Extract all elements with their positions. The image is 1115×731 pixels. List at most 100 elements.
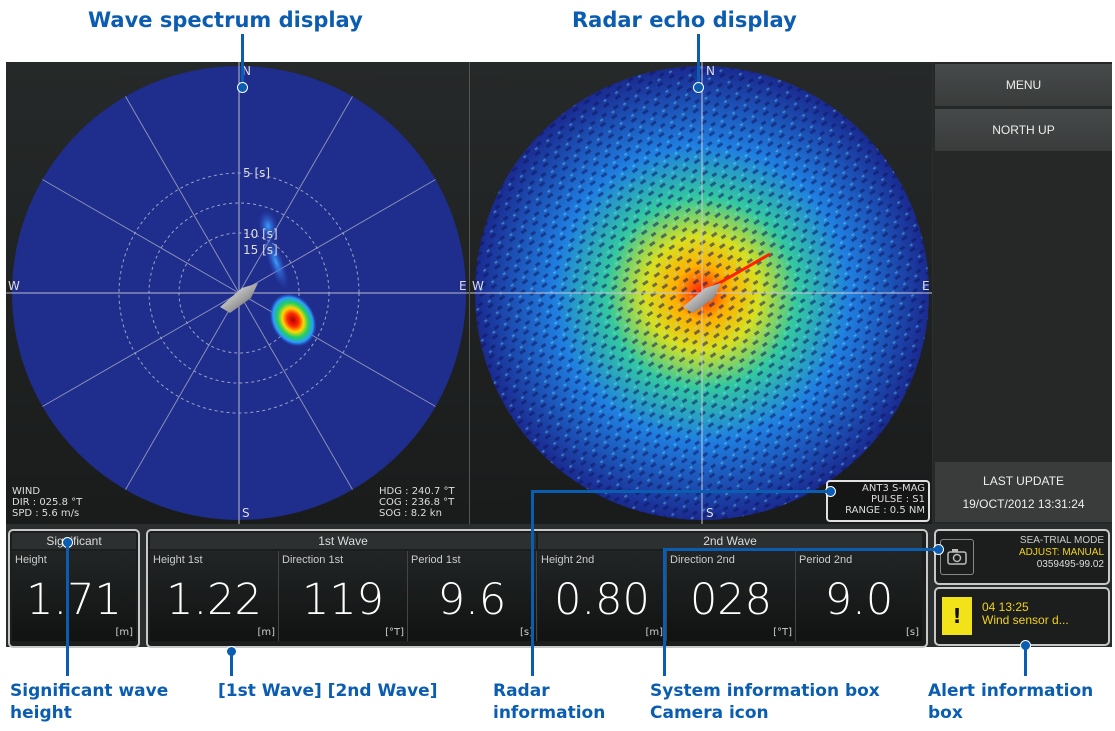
wave-spoke-line (42, 292, 240, 407)
callout-line-wave (241, 34, 244, 86)
wave-spoke-line (238, 96, 353, 294)
wave-spoke-line (238, 179, 436, 294)
wave1-height-cell[interactable]: Height 1st 1.22 [m] (150, 551, 279, 641)
radar-ship-icon (683, 283, 721, 313)
radar-info-box: ANT3 S-MAG PULSE : S1 RANGE : 0.5 NM (826, 480, 930, 522)
significant-height-cell[interactable]: Height 1.71 [m] (12, 551, 136, 641)
last-update-value: 19/OCT/2012 13:31:24 (962, 497, 1085, 511)
radar-info-callout: Radar information (493, 681, 606, 723)
wave-west-label: W (8, 279, 20, 293)
callout-line-system-v (663, 548, 666, 676)
wave1-direction-label: Direction 1st (282, 554, 344, 566)
system-adjust: ADJUST: MANUAL (1018, 547, 1104, 558)
wave-spectrum-callout: Wave spectrum display (88, 8, 363, 32)
alert-message: Wind sensor d... (982, 613, 1069, 627)
significant-height-unit: [m] (115, 627, 133, 638)
side-panel: MENU NORTH UP LAST UPDATE 19/OCT/2012 13… (933, 62, 1112, 524)
wave-energy-peak (269, 293, 317, 347)
cog-value: COG : 236.8 °T (379, 497, 455, 508)
radar-west-label: W (472, 279, 484, 293)
wave1-direction-cell[interactable]: Direction 1st 119 [°T] (279, 551, 408, 641)
radar-echo-callout: Radar echo display (572, 8, 797, 32)
camera-icon[interactable] (940, 539, 974, 575)
wave1-period-unit: [s] (519, 627, 533, 638)
last-update-label: LAST UPDATE (983, 474, 1064, 488)
radar-north-label: N (706, 64, 715, 78)
callout-line-waves (230, 655, 233, 676)
wave-spectrum-display[interactable]: N S W E 5 [s] 10 [s] 15 [s] WIND DIR : 0… (6, 62, 470, 524)
menu-button[interactable]: MENU (935, 64, 1112, 106)
wave-spoke-line (238, 292, 353, 490)
callout-dot-radar (693, 82, 704, 93)
wave2-header: 2nd Wave (538, 533, 922, 549)
significant-callout: Significant wave height (10, 681, 169, 723)
ring-label-10s: 10 [s] (243, 227, 278, 241)
wave2-period-value: 9.0 (824, 575, 894, 625)
wave1-header: 1st Wave (150, 533, 536, 549)
wave2-direction-unit: [°T] (773, 627, 792, 638)
wave2-direction-cell[interactable]: Direction 2nd 028 [°T] (667, 551, 796, 641)
wave2-direction-value: 028 (689, 575, 773, 625)
wave1-period-cell[interactable]: Period 1st 9.6 [s] (408, 551, 537, 641)
alert-warning-icon: ! (942, 597, 972, 635)
system-info-box[interactable]: SEA-TRIAL MODE ADJUST: MANUAL 0359495-99… (934, 529, 1110, 585)
significant-header: Significant (12, 533, 136, 549)
wave1-height-label: Height 1st (153, 554, 203, 566)
pulse-info: PULSE : S1 (870, 494, 925, 505)
significant-height-value: 1.71 (26, 575, 122, 625)
main-screen: N S W E 5 [s] 10 [s] 15 [s] WIND DIR : 0… (6, 62, 1112, 648)
wave-north-label: N (242, 64, 251, 78)
system-serial: 0359495-99.02 (1036, 559, 1104, 570)
antenna-info: ANT3 S-MAG (862, 483, 925, 494)
wave1-direction-unit: [°T] (385, 627, 404, 638)
ship-icon (220, 283, 258, 313)
north-up-button[interactable]: NORTH UP (935, 109, 1112, 151)
wind-title: WIND (12, 486, 41, 497)
heading-value: HDG : 240.7 °T (379, 486, 455, 497)
wave-spoke-line (42, 179, 240, 294)
radar-echo-plot (470, 62, 932, 524)
wind-direction: DIR : 025.8 °T (12, 497, 83, 508)
ring-label-15s: 15 [s] (243, 243, 278, 257)
wave-spectrum-plot (6, 62, 469, 524)
wave1-period-label: Period 1st (411, 554, 461, 566)
wave2-period-unit: [s] (905, 627, 919, 638)
last-update-box: LAST UPDATE 19/OCT/2012 13:31:24 (935, 462, 1112, 522)
callout-line-radar-info-v (531, 490, 534, 676)
system-mode: SEA-TRIAL MODE (1019, 535, 1104, 546)
waves-callout: [1st Wave] [2nd Wave] (218, 681, 438, 701)
wave-spoke-line (125, 96, 240, 294)
wave2-height-cell[interactable]: Height 2nd 0.80 [m] (538, 551, 667, 641)
wave2-height-value: 0.80 (554, 575, 650, 625)
wave-south-label: S (242, 506, 250, 520)
alert-info-box[interactable]: ! 04 13:25 Wind sensor d... (934, 587, 1110, 646)
range-info: RANGE : 0.5 NM (845, 505, 925, 516)
wave2-height-label: Height 2nd (541, 554, 595, 566)
wave1-direction-value: 119 (301, 575, 385, 625)
wave-energy-secondary (257, 210, 279, 242)
callout-line-radar-info-h (531, 490, 827, 493)
callout-dot-wave (237, 82, 248, 93)
wave2-direction-label: Direction 2nd (670, 554, 735, 566)
wind-info: WIND DIR : 025.8 °T SPD : 5.6 m/s (12, 486, 82, 519)
ring-label-5s: 5 [s] (243, 166, 271, 180)
waves-panel: 1st Wave 2nd Wave Height 1st 1.22 [m] Di… (146, 529, 928, 648)
callout-line-significant (66, 546, 69, 676)
callout-line-system-h (663, 548, 935, 551)
wave-spoke-line (125, 292, 240, 490)
callout-line-radar (697, 34, 700, 86)
wave2-period-label: Period 2nd (799, 554, 853, 566)
wave2-height-unit: [m] (645, 627, 663, 638)
callout-line-alert (1024, 649, 1027, 676)
wind-speed: SPD : 5.6 m/s (12, 508, 80, 519)
radar-south-label: S (706, 506, 714, 520)
wave1-height-unit: [m] (257, 627, 275, 638)
radar-echo-display[interactable]: N S W E ANT3 S-MAG PULSE : S1 RANGE : 0.… (470, 62, 932, 524)
significant-height-label: Height (15, 554, 47, 566)
alert-info-callout: Alert information box (928, 681, 1094, 723)
ship-nav-info: HDG : 240.7 °T COG : 236.8 °T SOG : 8.2 … (379, 486, 455, 519)
wave2-period-cell[interactable]: Period 2nd 9.0 [s] (796, 551, 922, 641)
alert-time: 04 13:25 (982, 600, 1029, 614)
wave-east-label: E (459, 279, 467, 293)
radar-east-label: E (922, 279, 930, 293)
